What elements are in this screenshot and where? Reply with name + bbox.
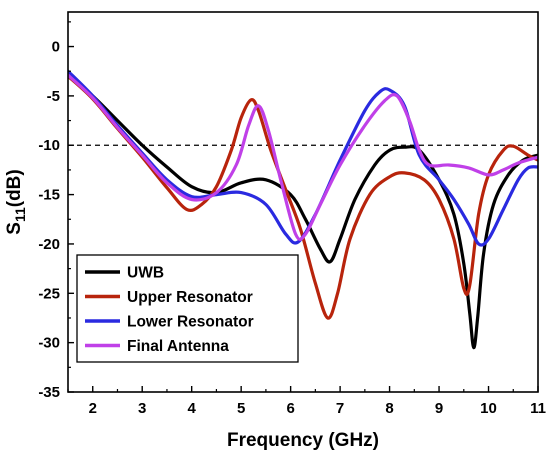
y-tick-label: -5	[47, 88, 60, 105]
x-tick-label: 7	[336, 400, 344, 417]
y-axis-title-main: S	[4, 222, 25, 235]
x-tick-label: 11	[530, 400, 546, 417]
legend-label-uwb: UWB	[127, 265, 164, 282]
series-line-final-antenna	[68, 73, 538, 241]
x-tick-label: 5	[237, 400, 245, 417]
x-tick-label: 10	[480, 400, 497, 417]
x-tick-label: 8	[385, 400, 393, 417]
x-axis-title: Frequency (GHz)	[227, 430, 379, 451]
x-tick-label: 4	[188, 400, 197, 417]
series-line-upper-resonator	[68, 74, 538, 320]
y-axis-title: S11(dB)	[4, 169, 28, 234]
x-tick-label: 6	[286, 400, 294, 417]
x-tick-label: 3	[138, 400, 146, 417]
x-tick-label: 2	[89, 400, 97, 417]
x-tick-label: 9	[435, 400, 443, 417]
legend: UWB Upper Resonator Lower Resonator Final A…	[76, 254, 299, 363]
legend-label-final-antenna: Final Antenna	[127, 338, 229, 355]
legend-label-upper-resonator: Upper Resonator	[127, 289, 253, 306]
series-line-uwb	[68, 72, 538, 350]
y-tick-label: -10	[38, 137, 60, 154]
series-line-lower-resonator	[68, 69, 538, 247]
y-tick-label: -15	[38, 187, 60, 204]
y-tick-label: -30	[38, 335, 60, 352]
y-tick-label: -20	[38, 236, 60, 253]
y-tick-label: -25	[38, 285, 60, 302]
legend-label-lower-resonator: Lower Resonator	[127, 314, 254, 331]
axes-group: 2 3 4 5 6 7 8 9 10 11 0 -5 -10 -15 -20 -25 -30 -35	[38, 11, 546, 417]
y-axis-title-unit: (dB)	[4, 169, 25, 207]
plot-frame	[67, 11, 539, 393]
y-axis-title-sub: 11	[12, 207, 28, 222]
series-group	[68, 69, 538, 350]
y-tick-label: -35	[38, 384, 60, 401]
y-tick-label: 0	[52, 39, 60, 56]
